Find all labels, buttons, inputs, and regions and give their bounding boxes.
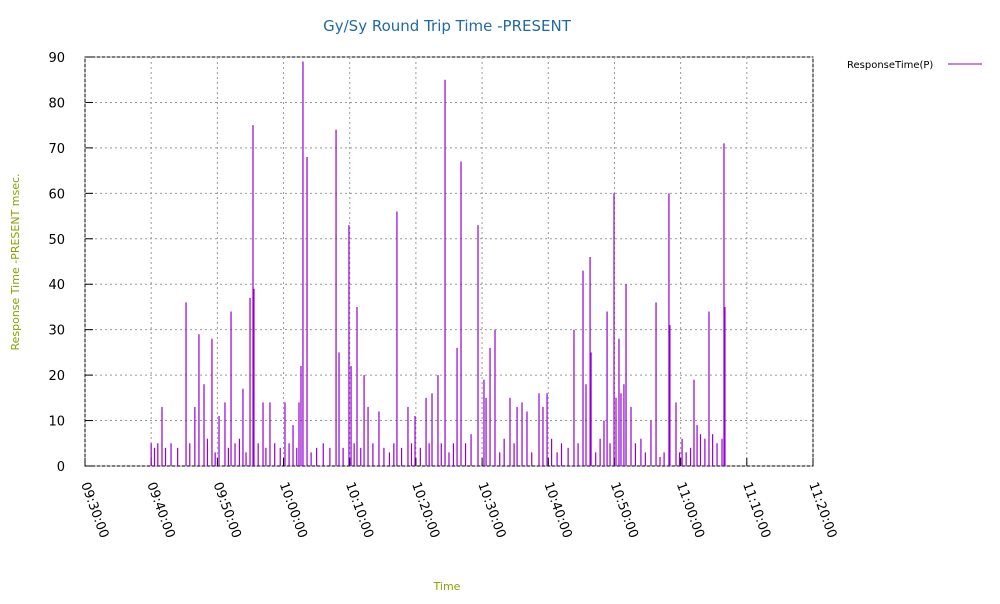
- y-tick-label: 10: [48, 415, 65, 430]
- plot-frame: [84, 56, 814, 467]
- x-tick-label: 10:50:00: [607, 480, 641, 540]
- y-tick-label: 30: [48, 324, 65, 339]
- x-tick-label: 10:10:00: [342, 480, 376, 540]
- x-tick-label: 10:30:00: [474, 480, 508, 540]
- y-tick-label: 0: [57, 460, 65, 475]
- y-tick-label: 90: [48, 51, 65, 66]
- x-tick-label: 09:50:00: [210, 480, 244, 540]
- x-tick-label: 10:20:00: [408, 480, 442, 540]
- x-tick-label: 10:40:00: [541, 480, 575, 540]
- y-tick-label: 50: [48, 233, 65, 248]
- x-tick-label: 10:00:00: [276, 480, 310, 540]
- x-tick-label: 11:10:00: [739, 480, 773, 540]
- x-tick-label: 11:20:00: [805, 480, 839, 540]
- x-tick-label: 09:40:00: [143, 480, 177, 540]
- y-tick-label: 70: [48, 142, 65, 157]
- y-tick-label: 40: [48, 278, 65, 293]
- chart-title: Gy/Sy Round Trip Time -PRESENT: [323, 17, 572, 35]
- y-axis-label: Response Time -PRESENT msec.: [9, 173, 22, 350]
- legend-label: ResponseTime(P): [847, 60, 933, 71]
- x-axis-label: Time: [433, 580, 461, 593]
- x-tick-label: 09:30:00: [77, 480, 111, 540]
- y-tick-label: 20: [48, 369, 65, 384]
- y-tick-label: 60: [48, 187, 65, 202]
- x-tick-label: 11:00:00: [673, 480, 707, 540]
- y-tick-label: 80: [48, 96, 65, 111]
